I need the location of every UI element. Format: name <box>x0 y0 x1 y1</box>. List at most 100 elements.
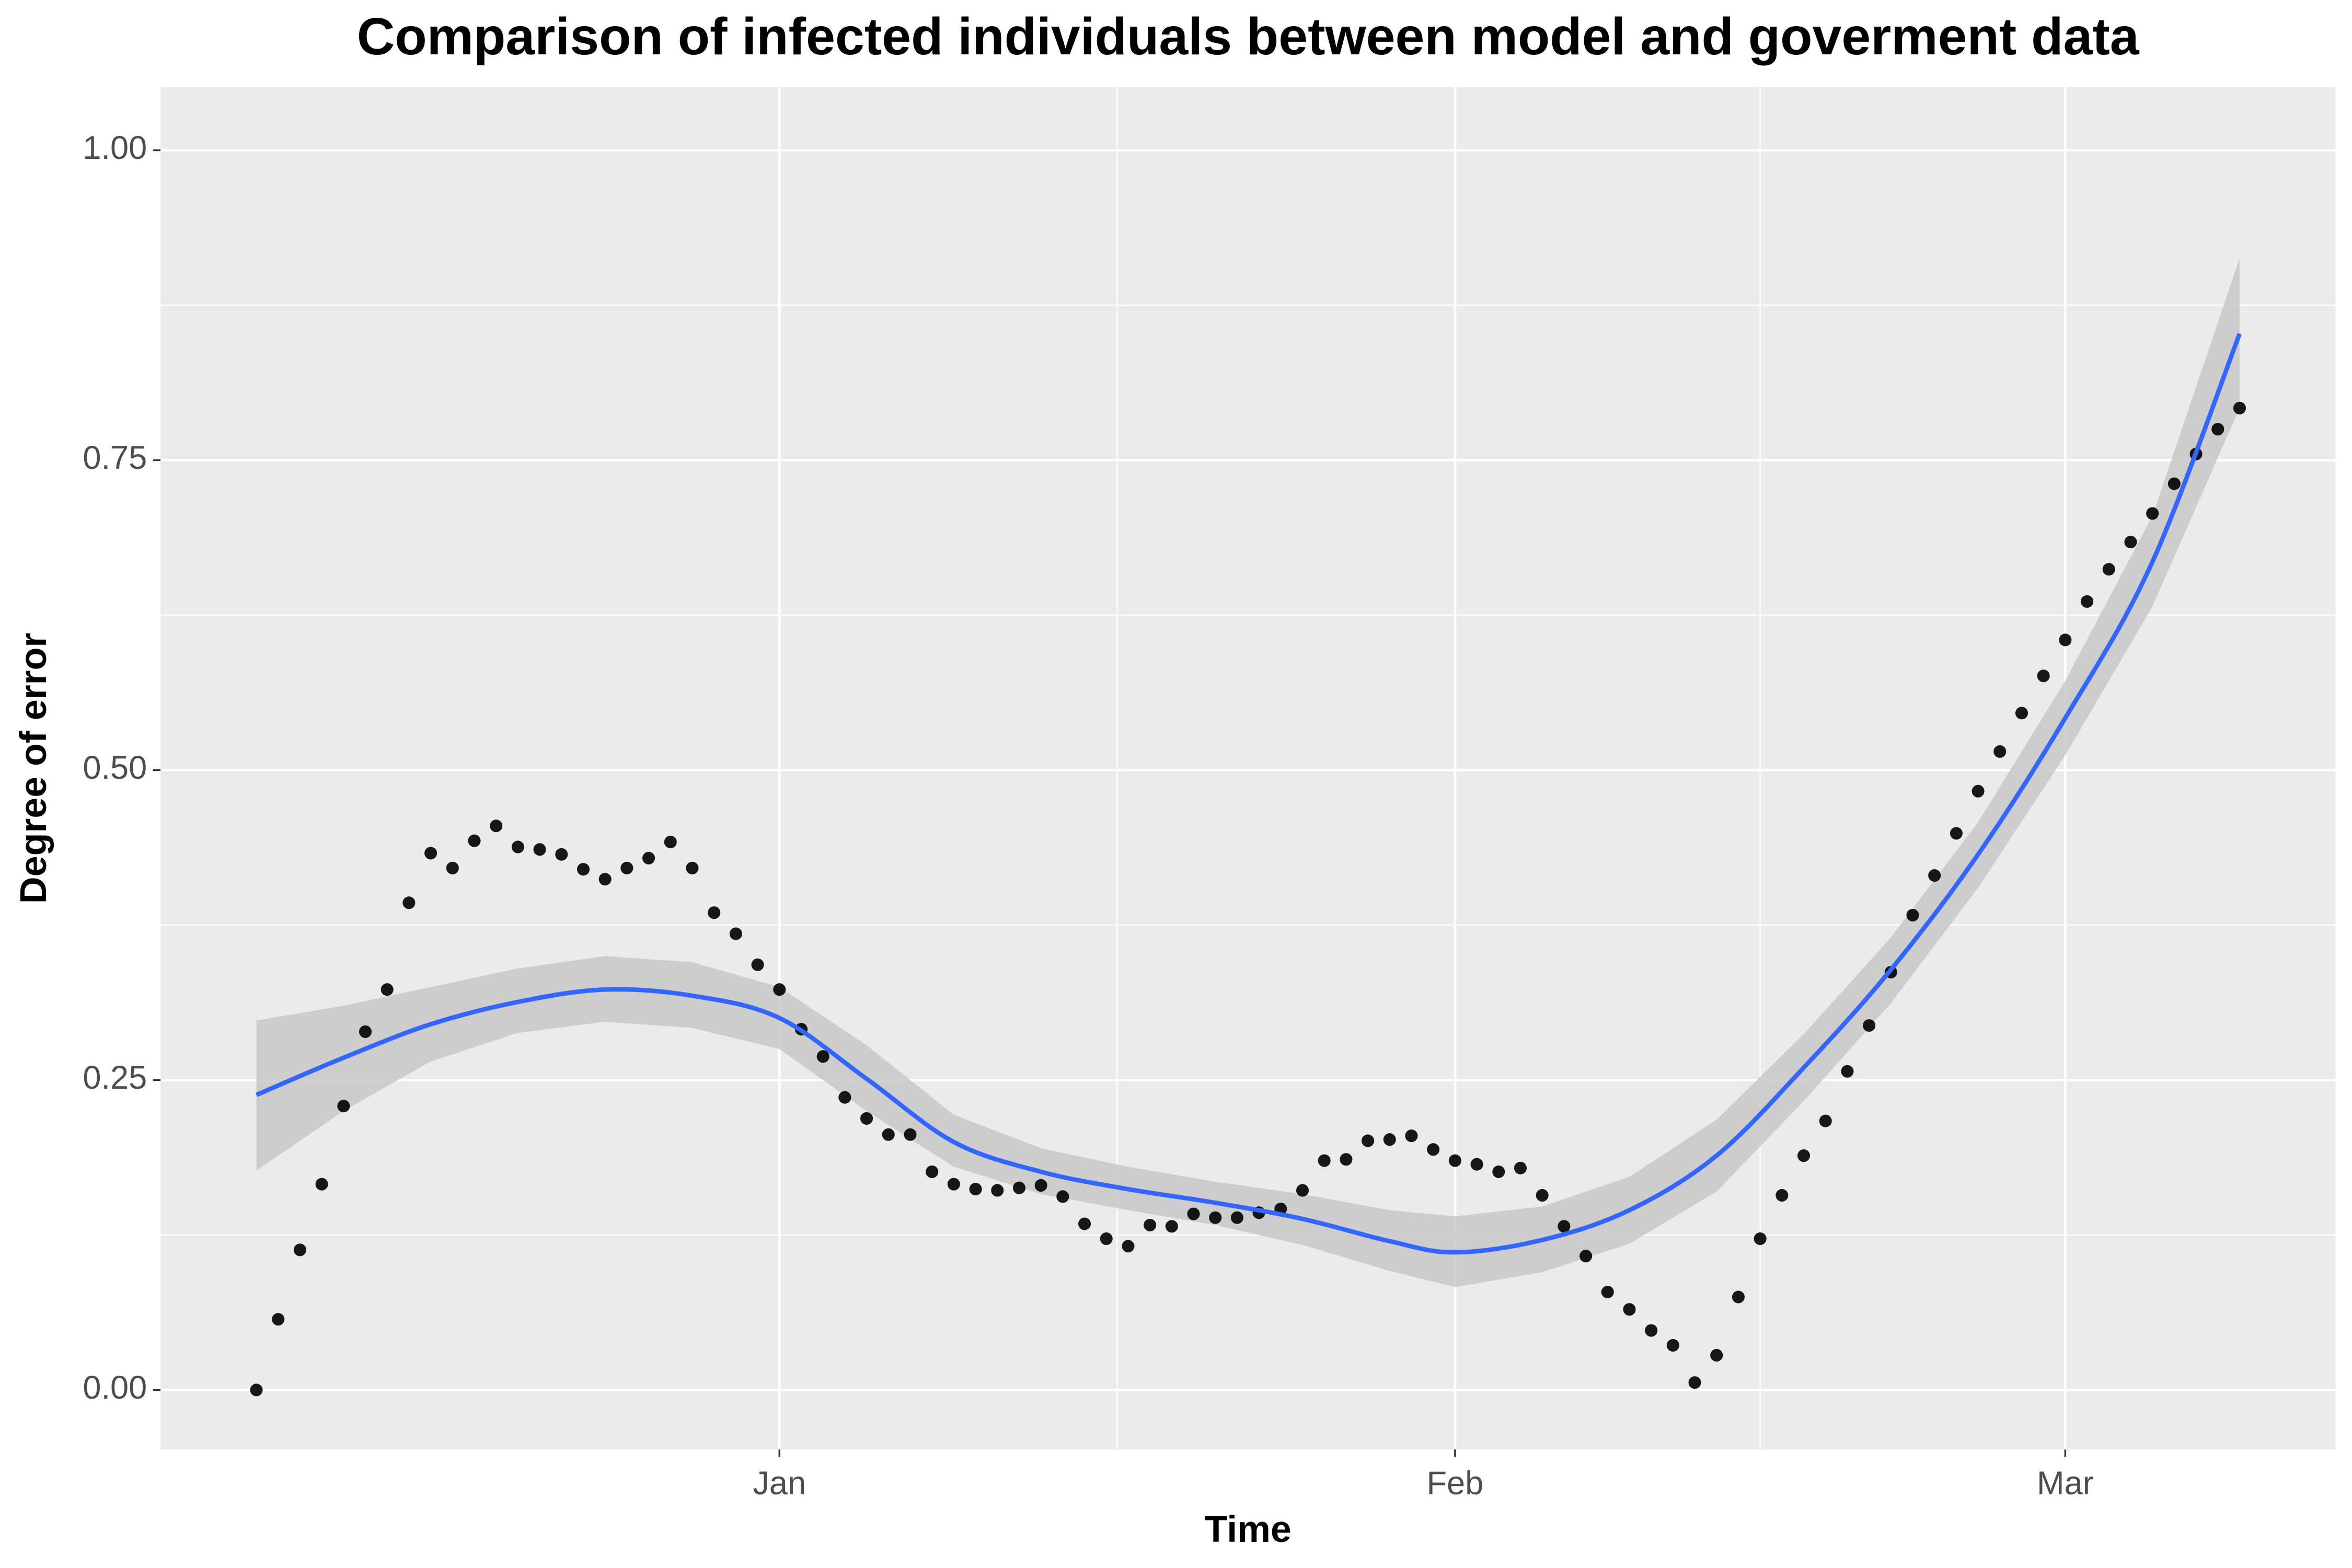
data-point <box>882 1128 895 1141</box>
data-point <box>1906 908 1919 921</box>
data-point <box>1056 1190 1069 1203</box>
data-point <box>2146 507 2159 520</box>
data-point <box>2102 563 2115 576</box>
data-point <box>1078 1217 1091 1230</box>
data-point <box>1797 1149 1811 1162</box>
data-point <box>555 848 568 861</box>
data-point <box>1666 1339 1679 1352</box>
x-tick-label: Mar <box>2037 1465 2094 1502</box>
data-point <box>1754 1232 1767 1246</box>
data-point <box>1775 1189 1789 1202</box>
y-tick-label: 0.25 <box>83 1059 147 1096</box>
data-point <box>533 843 546 856</box>
data-point <box>1536 1189 1549 1202</box>
data-point <box>773 983 786 996</box>
data-point <box>947 1178 960 1191</box>
smooth-line <box>255 332 2242 1255</box>
data-point <box>1362 1134 1375 1147</box>
data-point <box>337 1100 350 1113</box>
data-point <box>1863 1019 1876 1032</box>
data-point <box>729 927 742 940</box>
data-point <box>446 861 459 874</box>
data-point <box>1993 745 2007 758</box>
data-point <box>1427 1143 1440 1156</box>
data-point <box>838 1091 851 1104</box>
data-point <box>620 861 633 874</box>
data-point <box>402 896 416 909</box>
chart-title: Comparison of infected individuals betwe… <box>357 7 2140 66</box>
data-point <box>1012 1181 1025 1194</box>
data-point <box>1971 785 1985 798</box>
data-point <box>2233 401 2246 414</box>
confidence-band <box>256 258 2240 1287</box>
x-axis-title: Time <box>1205 1508 1292 1550</box>
data-point <box>1448 1154 1461 1167</box>
data-point <box>359 1025 372 1038</box>
data-point <box>293 1243 306 1256</box>
x-tick-label: Jan <box>753 1465 806 1502</box>
data-point <box>1623 1303 1636 1316</box>
y-tick-label: 0.50 <box>83 750 147 786</box>
data-point <box>642 851 655 864</box>
data-point <box>1928 869 1941 882</box>
data-point <box>751 958 764 971</box>
data-point <box>490 820 503 833</box>
data-point <box>969 1183 982 1196</box>
data-point <box>1144 1218 1157 1231</box>
data-point <box>1405 1129 1418 1143</box>
data-point <box>1165 1220 1178 1233</box>
y-tick-label: 0.75 <box>83 440 147 476</box>
data-point <box>1470 1158 1483 1171</box>
y-axis-title: Degree of error <box>13 633 54 904</box>
data-point <box>2167 477 2181 490</box>
data-point <box>1318 1154 1331 1167</box>
data-point <box>424 847 437 860</box>
data-point <box>1383 1133 1396 1146</box>
data-point <box>1340 1153 1353 1166</box>
data-point <box>686 861 699 874</box>
data-point <box>1514 1161 1527 1174</box>
data-point <box>1601 1285 1614 1299</box>
data-point <box>904 1128 917 1141</box>
x-tick-label: Feb <box>1426 1465 1483 1502</box>
data-point <box>708 906 721 919</box>
data-point <box>1645 1324 1658 1337</box>
data-point <box>664 835 677 849</box>
data-point <box>860 1112 873 1125</box>
data-point <box>816 1050 829 1063</box>
data-point <box>2059 633 2072 647</box>
data-point <box>381 983 394 996</box>
y-tick-label: 1.00 <box>83 130 147 166</box>
data-point <box>1230 1211 1243 1224</box>
data-point <box>1841 1065 1854 1078</box>
data-point <box>2081 595 2094 608</box>
data-point <box>1558 1220 1571 1233</box>
data-point <box>2015 707 2028 720</box>
data-point <box>1187 1207 1200 1220</box>
y-tick-label: 0.00 <box>83 1369 147 1406</box>
data-point <box>2124 535 2137 549</box>
data-point <box>1100 1232 1113 1246</box>
data-point <box>468 834 481 847</box>
data-point <box>1710 1348 1723 1362</box>
data-point <box>991 1184 1004 1197</box>
data-point <box>511 840 524 854</box>
data-point <box>1819 1114 1832 1127</box>
data-point <box>1209 1211 1222 1224</box>
data-point <box>250 1383 263 1397</box>
data-point <box>1034 1179 1047 1192</box>
data-point <box>577 863 590 876</box>
data-point <box>2211 423 2224 436</box>
plot-background <box>160 87 2336 1450</box>
data-point <box>1579 1250 1593 1263</box>
data-point <box>1122 1240 1135 1253</box>
data-point <box>2037 670 2050 683</box>
data-point <box>926 1165 939 1178</box>
data-point <box>598 873 612 886</box>
data-point <box>1732 1290 1745 1304</box>
data-point <box>1950 827 1963 840</box>
data-point <box>1296 1184 1309 1197</box>
data-point <box>1492 1165 1505 1178</box>
